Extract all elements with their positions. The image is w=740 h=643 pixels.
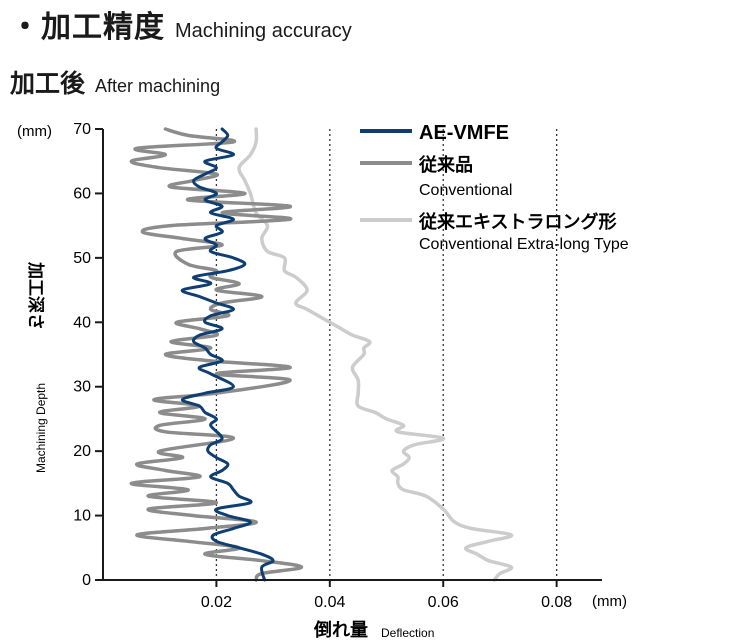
y-tick-label: 20 [73,443,91,460]
x-tick-label: 0.06 [428,594,459,611]
x-axis-unit: (mm) [592,593,627,610]
gridlines [215,129,558,580]
legend-label: AE-VMFE [419,122,509,144]
x-axis-label-jp: 倒れ量 [313,619,368,640]
y-tick-label: 70 [73,121,91,138]
x-tick-label: 0.04 [314,594,345,611]
legend-item-conventional: 従来品 Conventional [360,154,512,199]
y-tick-label: 10 [73,508,91,525]
y-axis-unit: (mm) [17,123,52,140]
axes [102,129,602,581]
y-axis-label-en: Machining Depth [34,383,48,473]
subtitle-en: After machining [95,76,221,96]
series-line-ae-vmfe [180,127,275,582]
legend-label-en: Conventional Extra-long Type [419,236,629,253]
legend: AE-VMFE 従来品 Conventional 従来エキストラロング形 Con… [360,122,629,253]
y-tick-label: 30 [73,379,91,396]
legend-item-ae-vmfe: AE-VMFE [360,122,509,144]
y-tick-label: 60 [73,185,91,202]
x-axis-label-en: Deflection [381,626,434,640]
y-tick-label: 50 [73,250,91,267]
legend-label-jp: 従来品 [418,154,473,175]
series-layer [129,127,514,582]
y-tick-label: 40 [73,314,91,331]
title-en: Machining accuracy [175,20,352,42]
subtitle-jp: 加工後 [10,69,86,98]
x-tick-label: 0.08 [541,594,572,611]
ticks: 0 10 20 30 40 50 60 70 0.02 0.04 0.06 0.08 [73,121,572,611]
legend-label-en: Conventional [419,182,512,199]
y-tick-label: 0 [82,572,91,589]
legend-label-jp: 従来エキストラロング形 [418,211,616,232]
title-jp: ・加工精度 [10,10,165,45]
x-tick-label: 0.02 [201,594,232,611]
series-line-conventional [129,127,304,582]
y-axis-label-jp: 加工深さ [26,261,46,330]
y-axis-label: 加工深さ Machining Depth [26,261,48,473]
page-title: ・加工精度 Machining accuracy [10,2,352,46]
series-line-extra-long [237,127,514,582]
page-subtitle: 加工後 After machining [10,64,220,100]
x-axis-label: 倒れ量 Deflection [313,619,434,640]
legend-item-extra-long: 従来エキストラロング形 Conventional Extra-long Type [360,211,629,253]
